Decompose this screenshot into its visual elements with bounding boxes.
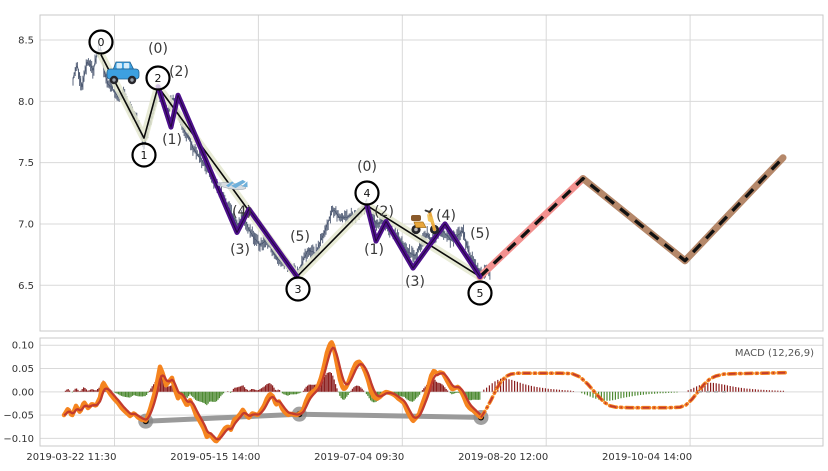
airplane-icon <box>217 179 248 190</box>
car-wheel-hub <box>112 78 116 82</box>
wave-pivot-number: 2 <box>155 72 162 85</box>
price-y-tick-label: 8.5 <box>18 36 34 47</box>
plane-nose <box>217 181 222 187</box>
wave-label: (1) <box>364 242 384 258</box>
wave-label: (0) <box>148 41 168 57</box>
wave-label: (2) <box>374 204 394 220</box>
scooter-shield <box>427 214 434 224</box>
panel-spine <box>39 337 824 447</box>
car-window <box>116 63 122 69</box>
wave-label: (3) <box>405 274 425 290</box>
wave-label: (4) <box>436 208 456 224</box>
wave-pivot-number: 3 <box>295 283 302 296</box>
x-tick-label: 2019-07-04 09:30 <box>314 452 404 463</box>
price-y-tick-label: 6.5 <box>18 281 34 292</box>
wave-label: (1) <box>162 132 182 148</box>
wave-pivot-number: 0 <box>98 36 105 49</box>
wave-pivot-circle <box>131 142 157 168</box>
wave-label: (5) <box>290 229 310 245</box>
x-tick-label: 2019-05-15 14:00 <box>170 452 260 463</box>
wave-label: (3) <box>230 242 250 258</box>
scooter-body <box>413 221 427 228</box>
macd-y-tick-label: 0.05 <box>12 364 34 375</box>
x-tick-label: 2019-10-04 14:00 <box>602 452 692 463</box>
plane-front-wing <box>225 181 234 188</box>
car-window <box>123 63 130 69</box>
scooter-wheel-hub <box>414 227 418 232</box>
wave-pivot-circle <box>285 276 311 302</box>
scooter-icon <box>411 208 440 235</box>
scooter-seat-box <box>411 215 421 221</box>
plane-wing <box>231 179 246 189</box>
scooter-handlebar <box>424 208 433 213</box>
macd-y-tick-label: 0.00 <box>12 387 34 398</box>
subwave-core-line-2 <box>366 205 481 277</box>
panel-background <box>40 15 823 331</box>
car-icon <box>106 61 140 85</box>
price-y-tick-label: 7.5 <box>18 158 34 169</box>
price-y-tick-label: 7.0 <box>18 219 34 230</box>
wave-pivot-number: 1 <box>141 149 148 162</box>
wave-pivot-circle <box>354 180 380 206</box>
macd-y-tick-label: −0.10 <box>3 434 34 445</box>
subwave-core-line-1 <box>157 86 298 277</box>
impulse-wave-line <box>100 54 481 278</box>
wave-label: (4) <box>232 204 252 220</box>
macd-forecast-core <box>480 371 787 418</box>
wave-pivot-number: 4 <box>364 187 371 200</box>
plane-tail-fin <box>241 181 248 188</box>
wave-label: (2) <box>169 64 189 80</box>
x-tick-label: 2019-03-22 11:30 <box>26 452 116 463</box>
price-y-tick-label: 8.0 <box>18 97 34 108</box>
wave-pivot-circle <box>88 29 114 55</box>
forecast-dashed-line <box>478 156 785 278</box>
macd-signal-line <box>63 346 482 441</box>
macd-legend-label: MACD (12,26,9) <box>735 348 814 359</box>
panel-spine <box>39 14 824 332</box>
wave-label: (5) <box>470 226 490 242</box>
wave-pivot-circle <box>145 65 171 91</box>
x-tick-label: 2019-08-20 12:00 <box>458 452 548 463</box>
wave-label: (0) <box>357 159 377 175</box>
wave-pivot-number: 5 <box>477 287 484 300</box>
car-wheel-hub <box>130 78 134 82</box>
macd-y-tick-label: −0.05 <box>3 411 34 422</box>
wave-pivot-circle <box>467 280 493 306</box>
macd-y-tick-label: 0.10 <box>12 341 34 352</box>
